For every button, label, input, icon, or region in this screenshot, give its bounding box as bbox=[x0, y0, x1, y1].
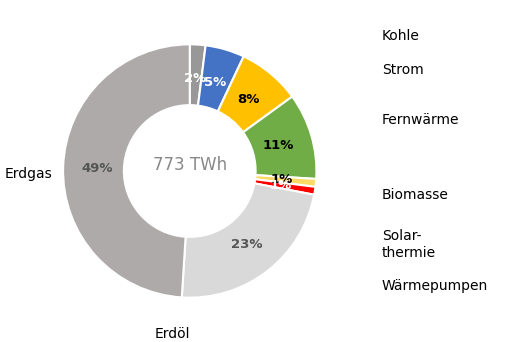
Text: 49%: 49% bbox=[81, 162, 113, 175]
Text: 2%: 2% bbox=[184, 72, 206, 85]
Text: 773 TWh: 773 TWh bbox=[153, 156, 226, 174]
Wedge shape bbox=[181, 183, 314, 298]
Text: 8%: 8% bbox=[237, 93, 260, 106]
Text: Erdöl: Erdöl bbox=[154, 327, 189, 341]
Text: Biomasse: Biomasse bbox=[381, 188, 448, 202]
Text: 11%: 11% bbox=[262, 139, 293, 152]
Wedge shape bbox=[63, 44, 189, 298]
Text: 1%: 1% bbox=[270, 173, 292, 186]
Wedge shape bbox=[255, 175, 316, 187]
Text: Solar-
thermie: Solar- thermie bbox=[381, 229, 435, 260]
Wedge shape bbox=[189, 44, 205, 106]
Wedge shape bbox=[217, 56, 292, 132]
Text: 23%: 23% bbox=[230, 238, 262, 251]
Text: Erdgas: Erdgas bbox=[5, 168, 53, 181]
Text: Fernwärme: Fernwärme bbox=[381, 113, 459, 127]
Text: Kohle: Kohle bbox=[381, 29, 419, 43]
Wedge shape bbox=[197, 45, 243, 111]
Wedge shape bbox=[242, 96, 316, 179]
Text: 1%: 1% bbox=[270, 179, 291, 192]
Wedge shape bbox=[254, 179, 315, 195]
Text: Strom: Strom bbox=[381, 63, 423, 77]
Text: 5%: 5% bbox=[204, 76, 226, 89]
Text: Wärmepumpen: Wärmepumpen bbox=[381, 279, 487, 292]
